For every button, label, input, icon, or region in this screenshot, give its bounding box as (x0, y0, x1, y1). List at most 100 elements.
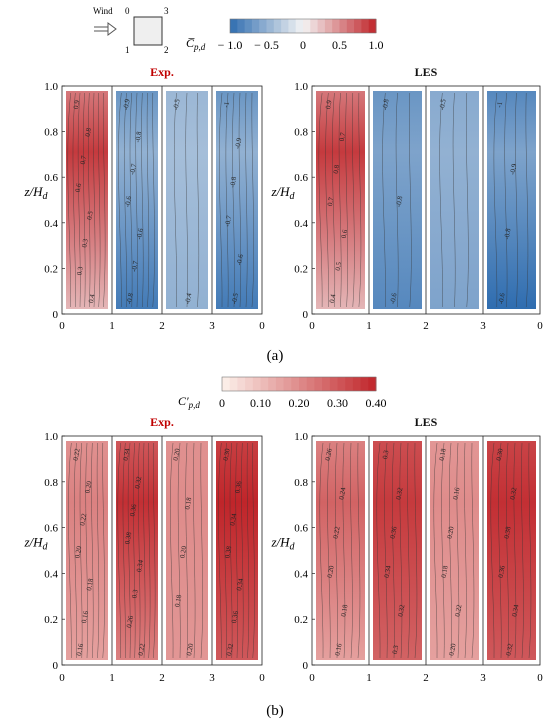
contour-line (170, 442, 174, 659)
contour-label: 0.34 (122, 447, 132, 461)
contour-line (525, 92, 529, 308)
y-axis-label-sub: d (290, 542, 296, 553)
colorbar-tick-label: 0.5 (332, 38, 347, 52)
contour-label: -0.8 (381, 98, 391, 111)
contour-label: 0.6 (340, 228, 349, 238)
contour-line (224, 442, 227, 659)
y-tick-label: 0.6 (44, 523, 58, 535)
y-tick-label: 0.8 (44, 127, 58, 139)
contour-line (177, 442, 181, 659)
y-tick-label: 0.2 (294, 614, 308, 626)
colorbar-segment (259, 19, 267, 33)
contour-line (143, 442, 146, 659)
colorbar-segment (332, 19, 340, 33)
contour-line (135, 92, 138, 308)
contour-label: 0.36 (230, 610, 240, 624)
x-tick-label: 2 (423, 672, 429, 684)
contour-line (152, 442, 156, 659)
contour-label: 0.7 (79, 155, 88, 165)
x-tick-label: 2 (159, 320, 165, 332)
contour-label: 0.7 (326, 196, 335, 206)
contour-label: 0.8 (332, 164, 341, 174)
contour-label: 0.36 (128, 503, 138, 517)
colorbar-segment (295, 19, 304, 33)
colorbar-label: C′p,d (178, 394, 200, 410)
contour-line (251, 92, 254, 308)
contour-line (102, 442, 105, 659)
colorbar: C̅p,d − 1.0 − 0.5 0 0.5 1.0 (186, 18, 384, 52)
contour-line (72, 92, 76, 308)
contour-line (441, 442, 445, 659)
colorbar-tick-label: − 1.0 (218, 38, 243, 52)
contour-label: 0.8 (84, 127, 93, 137)
colorbar-tick-label: 0 (300, 38, 306, 52)
colorbar-segment (303, 19, 311, 33)
face-1: -0.9 -0.8 -0.7 -0.6 -0.6 -0.7 -0.8 (116, 91, 158, 309)
contour-line (513, 442, 517, 659)
contour-line (466, 92, 469, 308)
colorbar-tick-label: 0.30 (327, 396, 348, 410)
contour-label: -0.5 (172, 98, 182, 111)
contour-label: 0.3 (381, 449, 390, 459)
contour-line (433, 442, 438, 659)
contour-line (332, 92, 336, 308)
building-schematic: Wind 0 3 1 2 (93, 6, 169, 55)
colorbar-segment (268, 377, 277, 391)
colorbar-segment (252, 377, 261, 391)
face-surface (166, 91, 208, 309)
contour-label: 0.34 (383, 564, 393, 578)
face-surface (116, 91, 158, 309)
y-tick-label: 1.0 (294, 81, 308, 93)
contour-line (146, 92, 150, 308)
contour-label: -0.7 (128, 163, 138, 176)
contour-label: -0.9 (508, 163, 518, 176)
contour-label: -0.6 (389, 292, 399, 305)
contour-line (132, 442, 136, 659)
chart-b: C′p,d 0 0.10 0.20 0.30 0.40z/Hdz/Hd(b)0.220.2… (23, 376, 543, 719)
contour-line (319, 442, 324, 659)
contour-line (200, 442, 203, 659)
contour-label: 0.32 (505, 642, 515, 656)
colorbar-segment (322, 377, 331, 391)
colorbar-segment (361, 19, 370, 33)
contour-line (185, 442, 188, 659)
contour-line (218, 442, 222, 659)
colorbar-segment (291, 377, 300, 391)
colorbar-segment (368, 19, 377, 33)
contour-label: 0.34 (510, 603, 520, 617)
y-tick-label: 0.4 (294, 218, 308, 230)
y-tick-label: 0.8 (294, 127, 308, 139)
x-tick-label: 2 (159, 672, 165, 684)
face-3: 0.30 0.32 0.38 0.36 0.34 0.32 (487, 441, 536, 660)
contour-label: 0.16 (80, 610, 90, 624)
contour-label: 0.3 (80, 238, 89, 248)
colorbar-segment (345, 377, 354, 391)
colorbar-segment (260, 377, 269, 391)
face-1: 0.3 0.32 0.36 0.34 0.32 0.3 (373, 441, 422, 660)
contour-label: 0.20 (73, 545, 83, 559)
y-tick-label: 1.0 (294, 431, 308, 443)
contour-line (252, 442, 255, 659)
colorbar-segment (283, 377, 292, 391)
face-0: 0.9 0.8 0.7 0.6 0.5 0.3 0.3 0.4 (66, 91, 108, 309)
y-axis-label-main: z/H (270, 184, 290, 199)
contour-label: 0.32 (133, 475, 143, 489)
contour-line (334, 442, 338, 659)
contour-label: 0.26 (125, 615, 135, 629)
contour-label: 0.30 (222, 447, 232, 461)
contour-line (124, 92, 127, 308)
contour-line (174, 92, 177, 308)
x-tick-label: 0 (537, 320, 543, 332)
contour-line (399, 442, 403, 659)
contour-label: 0.24 (337, 486, 347, 500)
contour-line (241, 442, 244, 659)
contour-label: -0.5 (438, 98, 448, 111)
colorbar-frame (221, 376, 377, 392)
contour-line (409, 92, 412, 308)
contour-label: -0.6 (123, 195, 133, 208)
face-surface (216, 441, 258, 660)
y-tick-label: 0.6 (294, 523, 308, 535)
y-tick-label: 0.2 (294, 263, 308, 275)
colorbar-segment (244, 19, 253, 33)
y-tick-label: 0 (303, 309, 309, 321)
